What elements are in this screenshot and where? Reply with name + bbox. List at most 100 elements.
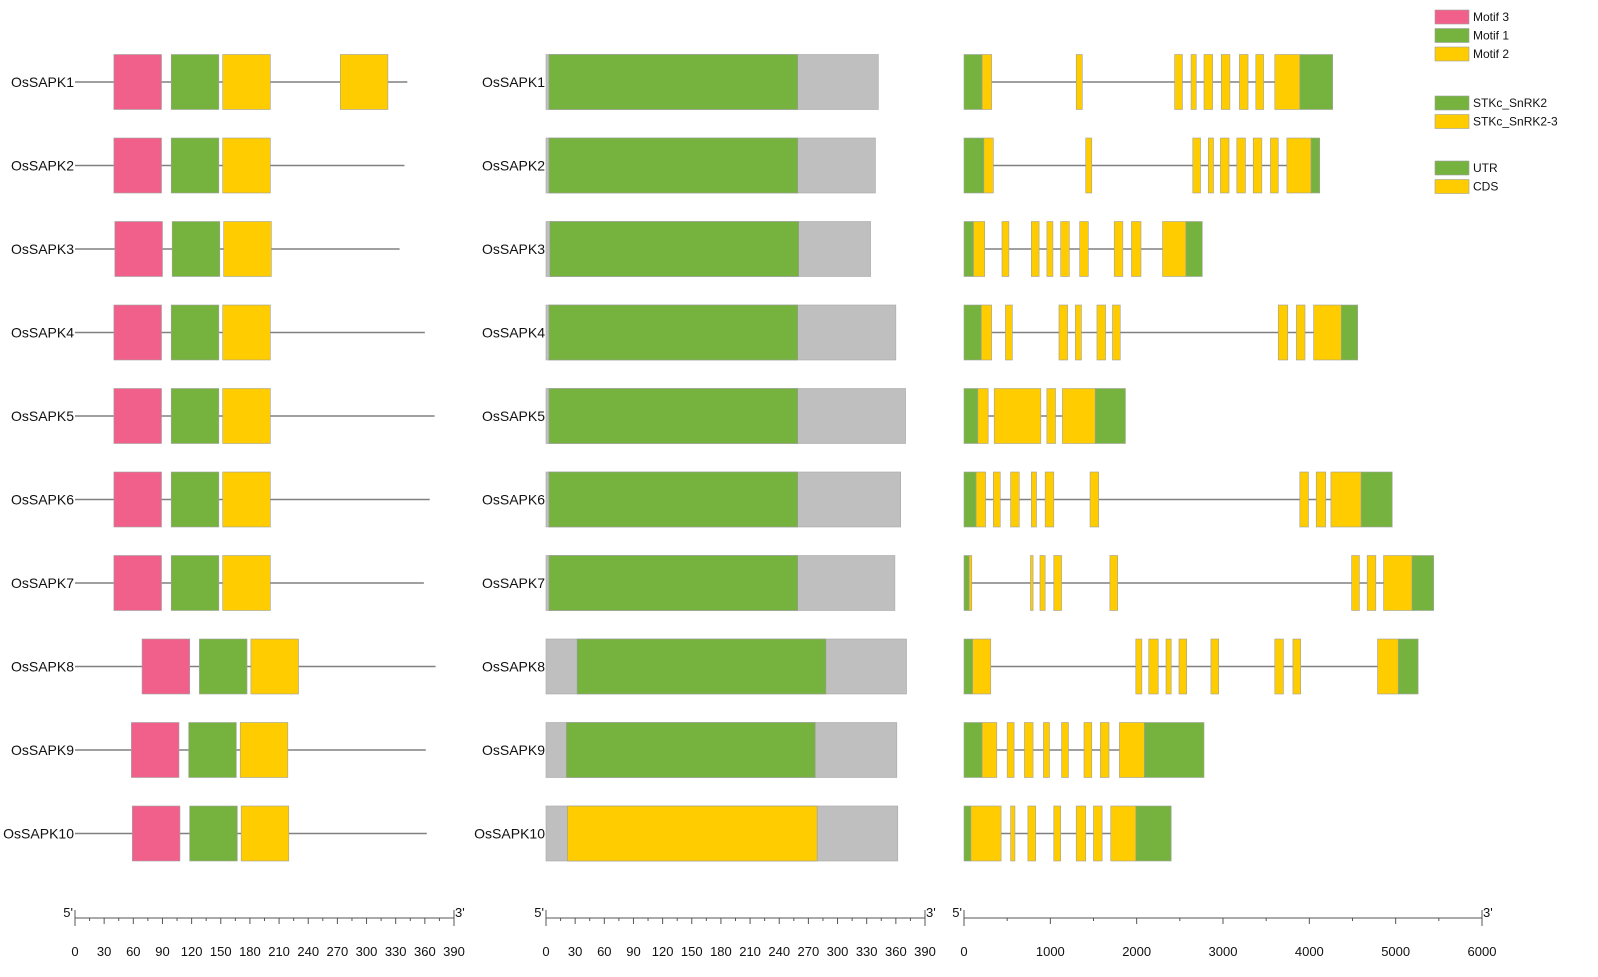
cds-box <box>981 722 998 778</box>
cds-box <box>1093 805 1103 862</box>
utr-box <box>963 221 974 277</box>
motif-3-box <box>113 555 162 611</box>
gene-label: OsSAPK9 <box>482 742 545 758</box>
gene-label: OsSAPK9 <box>11 742 74 758</box>
tick-label: 180 <box>710 944 732 959</box>
cds-box <box>1001 221 1010 277</box>
legend-label: UTR <box>1473 161 1498 175</box>
cds-box <box>1083 722 1093 778</box>
motif-1-box <box>188 722 237 778</box>
axes: 5' 3'0 30 60 90 120 150 180 210 240 270 300 330 360 39… <box>63 905 1496 959</box>
cds-box <box>1031 221 1040 277</box>
motif-3-box <box>113 304 162 361</box>
tick-label: 120 <box>181 944 203 959</box>
cds-box <box>1043 722 1050 778</box>
tick-label: 30 <box>97 944 111 959</box>
tick-label: 390 <box>443 944 465 959</box>
domain-box <box>549 221 799 277</box>
axis-start-label: 5' <box>63 905 73 920</box>
utr-box <box>1144 722 1205 778</box>
cds-box <box>1255 54 1264 110</box>
cds-box <box>1079 221 1089 277</box>
gene-structure-panel <box>963 54 1434 862</box>
utr-box <box>963 54 983 110</box>
tick-label: 0 <box>542 944 549 959</box>
domain-box <box>576 638 827 695</box>
axis-start-label: 5' <box>534 905 544 920</box>
cds-box <box>1351 555 1360 611</box>
motif-2-box <box>239 722 289 778</box>
cds-box <box>977 388 989 444</box>
cds-box <box>1292 638 1302 695</box>
cds-box <box>1039 555 1046 611</box>
cds-box <box>1089 471 1099 528</box>
utr-box <box>963 471 977 528</box>
cds-box <box>1274 638 1284 695</box>
tick-label: 4000 <box>1295 944 1324 959</box>
cds-box <box>1131 221 1142 277</box>
cds-box <box>1366 555 1377 611</box>
gene-label: OsSAPK10 <box>474 826 545 842</box>
legend-swatch <box>1434 160 1470 176</box>
structure-axis: 5' 3' 0 1000 2000 3000 4000 5000 6000 <box>952 905 1496 959</box>
utr-box <box>1135 805 1172 862</box>
domain-box <box>566 722 816 778</box>
motif-axis: 5' 3' 0 30 60 90 120 150 180 210 240 270 300 330 360 39… <box>63 905 465 959</box>
cds-box <box>1148 638 1159 695</box>
gene-label: OsSAPK3 <box>11 241 74 257</box>
tick-label: 330 <box>856 944 878 959</box>
motif-3-box <box>113 388 162 444</box>
gene-label: OsSAPK4 <box>482 325 545 341</box>
tick-label: 240 <box>768 944 790 959</box>
cds-box <box>1027 805 1036 862</box>
gene-label: OsSAPK5 <box>11 408 74 424</box>
cds-box <box>1010 471 1020 528</box>
motif-3-box <box>113 54 162 110</box>
gene-label: OsSAPK2 <box>11 158 74 174</box>
domain-box <box>548 555 798 611</box>
cds-box <box>1005 304 1013 361</box>
cds-box <box>1277 304 1289 361</box>
motif-1-box <box>170 137 220 194</box>
cds-box <box>1058 304 1068 361</box>
legend: Motif 3 Motif 1 Motif 2 STKc_SnRK2 STKc_SnRK… <box>1434 9 1558 194</box>
tick-label: 270 <box>327 944 349 959</box>
cds-box <box>975 471 986 528</box>
cds-box <box>1119 722 1145 778</box>
cds-box <box>983 137 994 194</box>
utr-box <box>963 805 972 862</box>
domain-box <box>548 388 798 444</box>
cds-box <box>1135 638 1143 695</box>
tick-label: 90 <box>155 944 169 959</box>
legend-label: STKc_SnRK2-3 <box>1473 115 1558 129</box>
tick-label: 180 <box>239 944 261 959</box>
motif-1-box <box>170 555 220 611</box>
legend-label: Motif 1 <box>1473 29 1509 43</box>
gene-label: OsSAPK6 <box>11 492 74 508</box>
motif-1-box <box>171 221 221 277</box>
utr-box <box>963 304 982 361</box>
cds-box <box>1377 638 1399 695</box>
motif-2-box <box>223 221 272 277</box>
legend-label: STKc_SnRK2 <box>1473 96 1547 110</box>
motif-panel: OsSAPK1 OsSAPK2 OsSAPK3 OsSAPK4 OsSAPK5 OsSAP… <box>3 54 436 862</box>
legend-label: Motif 2 <box>1473 47 1509 61</box>
tick-label: 90 <box>626 944 640 959</box>
cds-box <box>1053 805 1061 862</box>
tick-label: 150 <box>681 944 703 959</box>
cds-box <box>1383 555 1413 611</box>
tick-label: 240 <box>297 944 319 959</box>
tick-label: 330 <box>385 944 407 959</box>
tick-label: 30 <box>568 944 582 959</box>
cds-box <box>1178 638 1188 695</box>
tick-label: 360 <box>885 944 907 959</box>
legend-swatch <box>1434 28 1470 43</box>
legend-swatch <box>1434 95 1470 111</box>
cds-box <box>1296 304 1306 361</box>
cds-box <box>1190 54 1197 110</box>
cds-box <box>1330 471 1362 528</box>
motif-2-box <box>222 54 271 110</box>
axis-end-label: 3' <box>1483 905 1493 920</box>
motif-1-box <box>170 388 220 444</box>
utr-box <box>1360 471 1393 528</box>
